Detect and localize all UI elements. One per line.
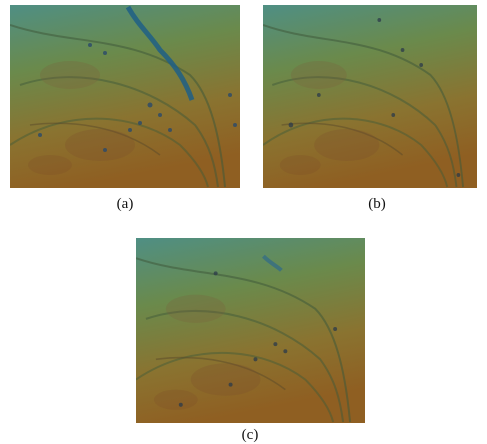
caption-a: (a)	[117, 196, 134, 212]
panel-a: (a)	[10, 5, 240, 212]
caption-b: (b)	[368, 196, 386, 212]
caption-c: (c)	[242, 427, 259, 443]
image-a	[10, 5, 240, 188]
image-c	[136, 238, 365, 423]
image-b	[263, 5, 477, 188]
panel-c: (c)	[136, 238, 365, 443]
figure: (a) (b) (c)	[0, 0, 487, 444]
panel-b: (b)	[263, 5, 477, 212]
page: (a) (b) (c) (() => { const data =	[0, 0, 487, 444]
